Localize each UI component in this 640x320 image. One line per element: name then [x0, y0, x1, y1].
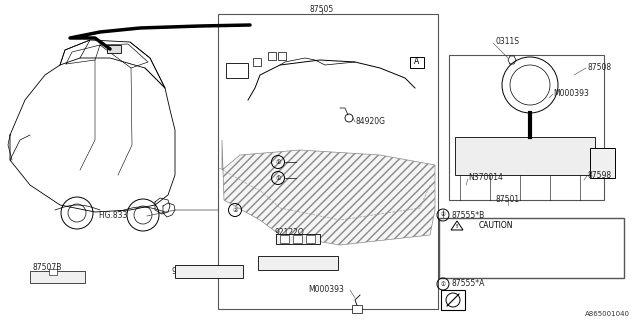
- Polygon shape: [222, 140, 435, 245]
- Bar: [49, 269, 57, 275]
- Text: ②: ②: [232, 207, 238, 212]
- Bar: [218, 14, 438, 309]
- Bar: [175, 265, 243, 278]
- Text: ①: ①: [440, 282, 445, 286]
- Text: 87598: 87598: [587, 171, 611, 180]
- Bar: [352, 305, 362, 313]
- Bar: [253, 58, 261, 66]
- Text: CAUTION: CAUTION: [479, 221, 513, 230]
- Text: 87508: 87508: [588, 62, 612, 71]
- Bar: [439, 218, 624, 278]
- Bar: [278, 52, 286, 60]
- Bar: [441, 290, 465, 310]
- Text: 87555*B: 87555*B: [451, 211, 484, 220]
- Text: A865001040: A865001040: [585, 311, 630, 317]
- Text: 87505: 87505: [310, 5, 334, 14]
- Text: ②: ②: [440, 212, 445, 218]
- Text: !: !: [456, 223, 458, 228]
- Text: 87555*A: 87555*A: [451, 279, 484, 289]
- Bar: [410, 57, 424, 68]
- Text: 87507B: 87507B: [32, 262, 61, 271]
- Text: FIG.833: FIG.833: [99, 212, 128, 220]
- Bar: [30, 271, 85, 283]
- Text: ①: ①: [275, 175, 281, 180]
- Text: ①: ①: [275, 159, 281, 164]
- Bar: [293, 235, 302, 243]
- Bar: [306, 235, 315, 243]
- Text: 0311S: 0311S: [495, 37, 519, 46]
- Bar: [268, 52, 276, 60]
- Text: M000393: M000393: [553, 89, 589, 98]
- Text: A: A: [414, 58, 420, 67]
- Bar: [590, 148, 615, 178]
- Bar: [258, 256, 338, 270]
- Text: N370014: N370014: [468, 173, 503, 182]
- Text: M000393: M000393: [308, 285, 344, 294]
- Bar: [280, 235, 289, 243]
- Text: 92153A: 92153A: [272, 258, 301, 267]
- Bar: [449, 55, 604, 200]
- Text: 92153B: 92153B: [172, 268, 201, 276]
- Text: 84920G: 84920G: [355, 117, 385, 126]
- Bar: [107, 45, 121, 53]
- Bar: [276, 234, 320, 244]
- Text: 92122Q: 92122Q: [274, 228, 304, 236]
- Bar: [455, 137, 595, 175]
- Text: 87501: 87501: [496, 196, 520, 204]
- Bar: [226, 63, 248, 78]
